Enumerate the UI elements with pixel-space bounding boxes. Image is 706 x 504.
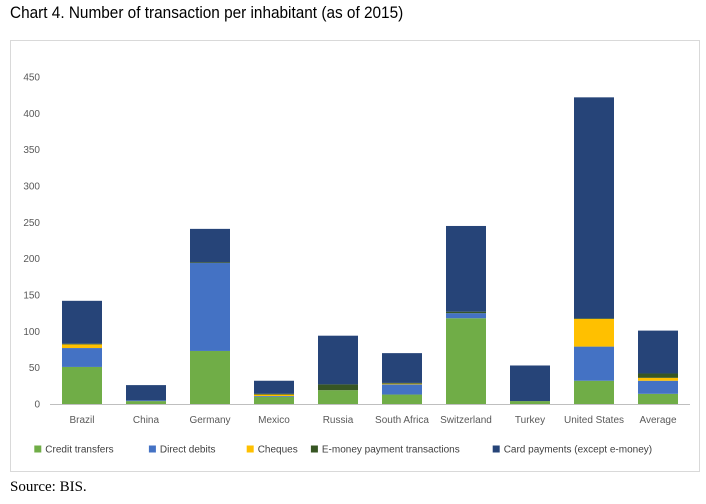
bar-segment bbox=[254, 380, 294, 394]
y-tick-label: 50 bbox=[29, 363, 41, 374]
bar-segment bbox=[382, 382, 422, 384]
x-tick-label: China bbox=[133, 415, 160, 426]
bar-segment bbox=[574, 97, 614, 319]
bar-segment bbox=[318, 390, 358, 404]
bar-segment bbox=[382, 384, 422, 395]
bar-segment bbox=[574, 318, 614, 319]
bar-segment bbox=[382, 394, 422, 404]
bar-segment bbox=[254, 394, 294, 397]
bar-segment bbox=[254, 393, 294, 395]
bar-segment bbox=[638, 380, 678, 394]
legend-label: Credit transfers bbox=[45, 445, 113, 456]
bar-segment bbox=[446, 313, 486, 319]
bar-segment bbox=[638, 377, 678, 381]
x-tick-label: Turkey bbox=[515, 415, 545, 426]
legend-swatch bbox=[34, 445, 42, 453]
bar-segment bbox=[126, 401, 166, 404]
bar-segment bbox=[318, 335, 358, 385]
bar-segment bbox=[638, 330, 678, 374]
bar-segment bbox=[638, 393, 678, 404]
bar-segment bbox=[126, 385, 166, 401]
x-tick-label: Switzerland bbox=[440, 415, 492, 426]
legend-label: Direct debits bbox=[160, 445, 216, 456]
bar-segment bbox=[190, 350, 230, 404]
bar-segment bbox=[62, 300, 102, 344]
x-tick-label: Mexico bbox=[258, 415, 290, 426]
x-tick-label: United States bbox=[564, 415, 624, 426]
bar-segment bbox=[382, 353, 422, 383]
y-tick-label: 450 bbox=[23, 73, 40, 84]
bar-segment bbox=[190, 263, 230, 351]
bar-segment bbox=[446, 311, 486, 314]
x-tick-label: Average bbox=[639, 415, 677, 426]
legend-label: E-money payment transactions bbox=[322, 445, 460, 456]
y-tick-label: 0 bbox=[34, 400, 40, 411]
y-tick-label: 300 bbox=[23, 182, 40, 193]
x-axis: Brazil China Germany Mexico Russia South Afri… bbox=[69, 415, 676, 426]
bar-segment bbox=[190, 262, 230, 264]
bar-segment bbox=[62, 366, 102, 404]
bar-segment bbox=[446, 225, 486, 312]
bar-segment bbox=[574, 318, 614, 347]
y-axis: 0 50 100 150 200 250 300 350 400 450 bbox=[23, 73, 40, 411]
chart-frame bbox=[10, 40, 700, 472]
chart-title: Chart 4. Number of transaction per inhab… bbox=[10, 4, 404, 22]
legend: Credit transfers Direct debits Cheques E-mo… bbox=[34, 445, 652, 456]
x-tick-label: South Africa bbox=[375, 415, 429, 426]
y-tick-label: 100 bbox=[23, 327, 40, 338]
bar-stacks bbox=[62, 97, 678, 404]
bar-segment bbox=[382, 383, 422, 385]
bar-segment bbox=[62, 348, 102, 367]
legend-label: Cheques bbox=[258, 445, 298, 456]
y-tick-label: 350 bbox=[23, 145, 40, 156]
bar-segment bbox=[318, 384, 358, 391]
bar-segment bbox=[126, 400, 166, 402]
bar-segment bbox=[254, 396, 294, 404]
bar-segment bbox=[62, 344, 102, 349]
bar-segment bbox=[574, 346, 614, 381]
source-note: Source: BIS. bbox=[10, 479, 87, 495]
x-tick-label: Russia bbox=[323, 415, 354, 426]
legend-swatch bbox=[246, 445, 254, 453]
bar-segment bbox=[510, 401, 550, 404]
legend-label: Card payments (except e-money) bbox=[504, 445, 652, 456]
bar-segment bbox=[62, 343, 102, 345]
y-tick-label: 150 bbox=[23, 291, 40, 302]
bar-segment bbox=[638, 373, 678, 378]
legend-swatch bbox=[310, 445, 318, 453]
bar-segment bbox=[446, 318, 486, 404]
legend-swatch bbox=[492, 445, 500, 453]
bar-segment bbox=[254, 396, 294, 397]
y-tick-label: 400 bbox=[23, 109, 40, 120]
legend-swatch bbox=[148, 445, 156, 453]
y-tick-label: 200 bbox=[23, 254, 40, 265]
x-tick-label: Germany bbox=[189, 415, 230, 426]
bar-segment bbox=[190, 228, 230, 263]
x-tick-label: Brazil bbox=[69, 415, 94, 426]
y-tick-label: 250 bbox=[23, 218, 40, 229]
bar-segment bbox=[510, 365, 550, 402]
bar-segment bbox=[574, 380, 614, 404]
